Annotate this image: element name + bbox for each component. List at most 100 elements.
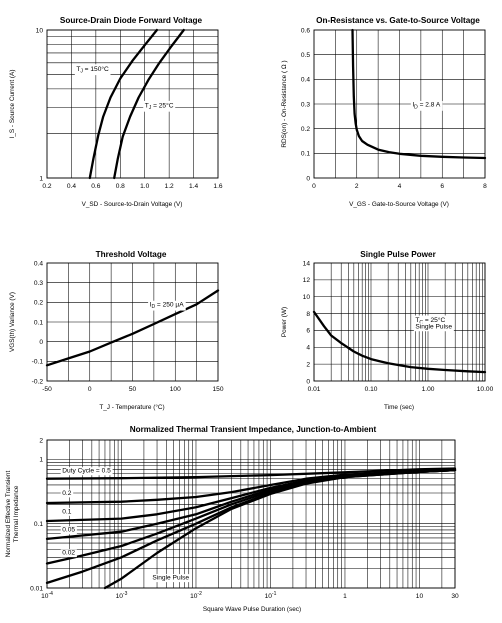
series-line [113,28,185,180]
y-tick-label: 10 [303,294,311,301]
x-tick-label: 150 [212,386,223,393]
tick-labels: 0 2 4 6 8 0 0.1 0.2 0.3 0.4 0.5 0.6 [301,27,487,190]
series-lines [45,289,220,367]
x-tick-label: 0.2 [42,183,51,190]
y-tick-label: 0.2 [301,126,310,133]
series-lines [45,467,457,590]
x-tick-label: 30 [451,593,459,600]
chart-single-pulse-power: Single Pulse Power 0.01 0.10 1.00 10.00 0 2 4 6… [281,250,494,411]
x-tick-label: 10 [416,593,424,600]
y-tick-label: 0.4 [34,260,43,267]
series-line [312,310,487,374]
x-tick-label: 1 [343,593,347,600]
y-tick-label: 0 [39,339,43,346]
x-tick-label: 4 [398,183,402,190]
series-line [45,467,457,480]
y-axis-label-line-1: Normalized Effective Transient [5,471,12,558]
x-axis-label: Square Wave Pulse Duration (sec) [203,606,301,613]
x-tick-label: 1.00 [422,386,435,393]
x-tick-label: 0.6 [91,183,100,190]
plot-frame [46,29,219,179]
annotation-label: TJ = 150°C [76,65,109,75]
series-line [45,289,220,367]
x-tick-label: 1.2 [165,183,174,190]
annotation-label: TC = 25°C [415,316,445,326]
x-tick-label: 0.4 [67,183,76,190]
chart-threshold-voltage: Threshold Voltage -50 0 50 100 150 -0.2 -0.1 0 0… [9,250,224,411]
chart-title: Source-Drain Diode Forward Voltage [60,16,203,25]
annotation-background [60,507,74,516]
x-axis-label: Time (sec) [384,404,414,411]
chart-title: Normalized Thermal Transient Impedance, … [130,425,377,434]
annotation-label: 0.1 [62,508,71,515]
annotation-label: TJ = 25°C [145,101,174,111]
y-axis-label: RDS(on) - On-Resistance ( Ω ) [281,60,288,147]
y-tick-label: 1 [39,457,43,464]
chart-thermal-impedance: Normalized Thermal Transient Impedance, … [5,425,459,613]
y-axis-label: Power (W) [281,307,288,337]
y-tick-label: 1 [39,175,43,182]
annotation-background [60,489,74,498]
annotation-label: ID = 2.8 A [412,101,441,110]
chart-source-drain-diode: Source-Drain Diode Forward Voltage 0.2 0.… [9,16,223,208]
x-tick-label: 8 [483,183,487,190]
annotation-label: ID = 250 µA [150,301,185,310]
annotation-background [60,467,113,476]
annotation-label: 0.02 [62,550,75,557]
annotations: ID = 250 µA [148,300,186,311]
y-tick-label: 0.3 [34,280,43,287]
y-axis-label: VGS(th) Variance (V) [9,292,16,352]
y-tick-label: 12 [303,277,311,284]
grid [313,263,486,381]
tick-labels: -50 0 50 100 150 -0.2 -0.1 0 0.1 0.2 0.3 0.4 [32,260,224,393]
y-tick-label: 0.1 [34,521,43,528]
x-tick-label: 6 [440,183,444,190]
y-tick-label: 14 [303,260,311,267]
series-lines [312,310,487,374]
x-tick-label: 0.8 [116,183,125,190]
x-axis-label: T_J - Temperature (°C) [99,403,164,411]
series-line [103,468,457,590]
annotation-background [143,100,176,112]
chart-title: On-Resistance vs. Gate-to-Source Voltage [316,16,480,25]
series-line [351,28,487,160]
x-axis-label: V_SD - Source-to-Drain Voltage (V) [82,201,183,208]
annotation-label: Single Pulse [152,575,189,582]
x-tick-label: 100 [170,386,181,393]
grid [314,30,485,178]
x-tick-label: 1.0 [140,183,149,190]
x-tick-label: 0.10 [365,386,378,393]
annotation-background [410,100,443,111]
x-tick-label: 10.00 [477,386,494,393]
tick-labels: 10-4 10-3 10-2 10-1 1 10 30 2 1 0.1 0.01 [30,437,459,600]
y-tick-label: 0 [306,175,310,182]
chart-on-resistance: On-Resistance vs. Gate-to-Source Voltage… [281,16,487,208]
annotation-background [60,549,77,558]
x-tick-label: 0 [312,183,316,190]
annotation-background [148,300,186,311]
annotation-label: 0.05 [62,527,75,534]
annotation-background [413,323,454,332]
y-tick-label: 0.6 [301,27,310,34]
y-tick-label: 0.01 [30,585,43,592]
series-lines [88,28,185,180]
chart-title: Threshold Voltage [96,250,167,259]
series-lines [351,28,487,160]
y-tick-label: 2 [306,361,310,368]
annotations: ID = 2.8 A [410,100,443,111]
x-tick-label: 1.6 [213,183,222,190]
y-tick-label: 0.2 [34,300,43,307]
y-axis-label: I_S - Source Current (A) [9,70,16,139]
y-tick-label: 0 [306,378,310,385]
plot-frame [313,29,486,179]
annotation-background [150,574,191,583]
y-tick-label: 0.4 [301,77,310,84]
x-tick-label: 0 [88,386,92,393]
annotations: Duty Cycle = 0.5 0.2 0.1 0.05 0.02 Single Pul… [60,467,191,583]
x-tick-label: 10-4 [41,591,53,600]
y-tick-label: -0.2 [32,378,44,385]
plot-frame [46,262,219,382]
y-tick-label: 4 [306,345,310,352]
annotation-background [74,64,111,76]
x-tick-label: 2 [355,183,359,190]
